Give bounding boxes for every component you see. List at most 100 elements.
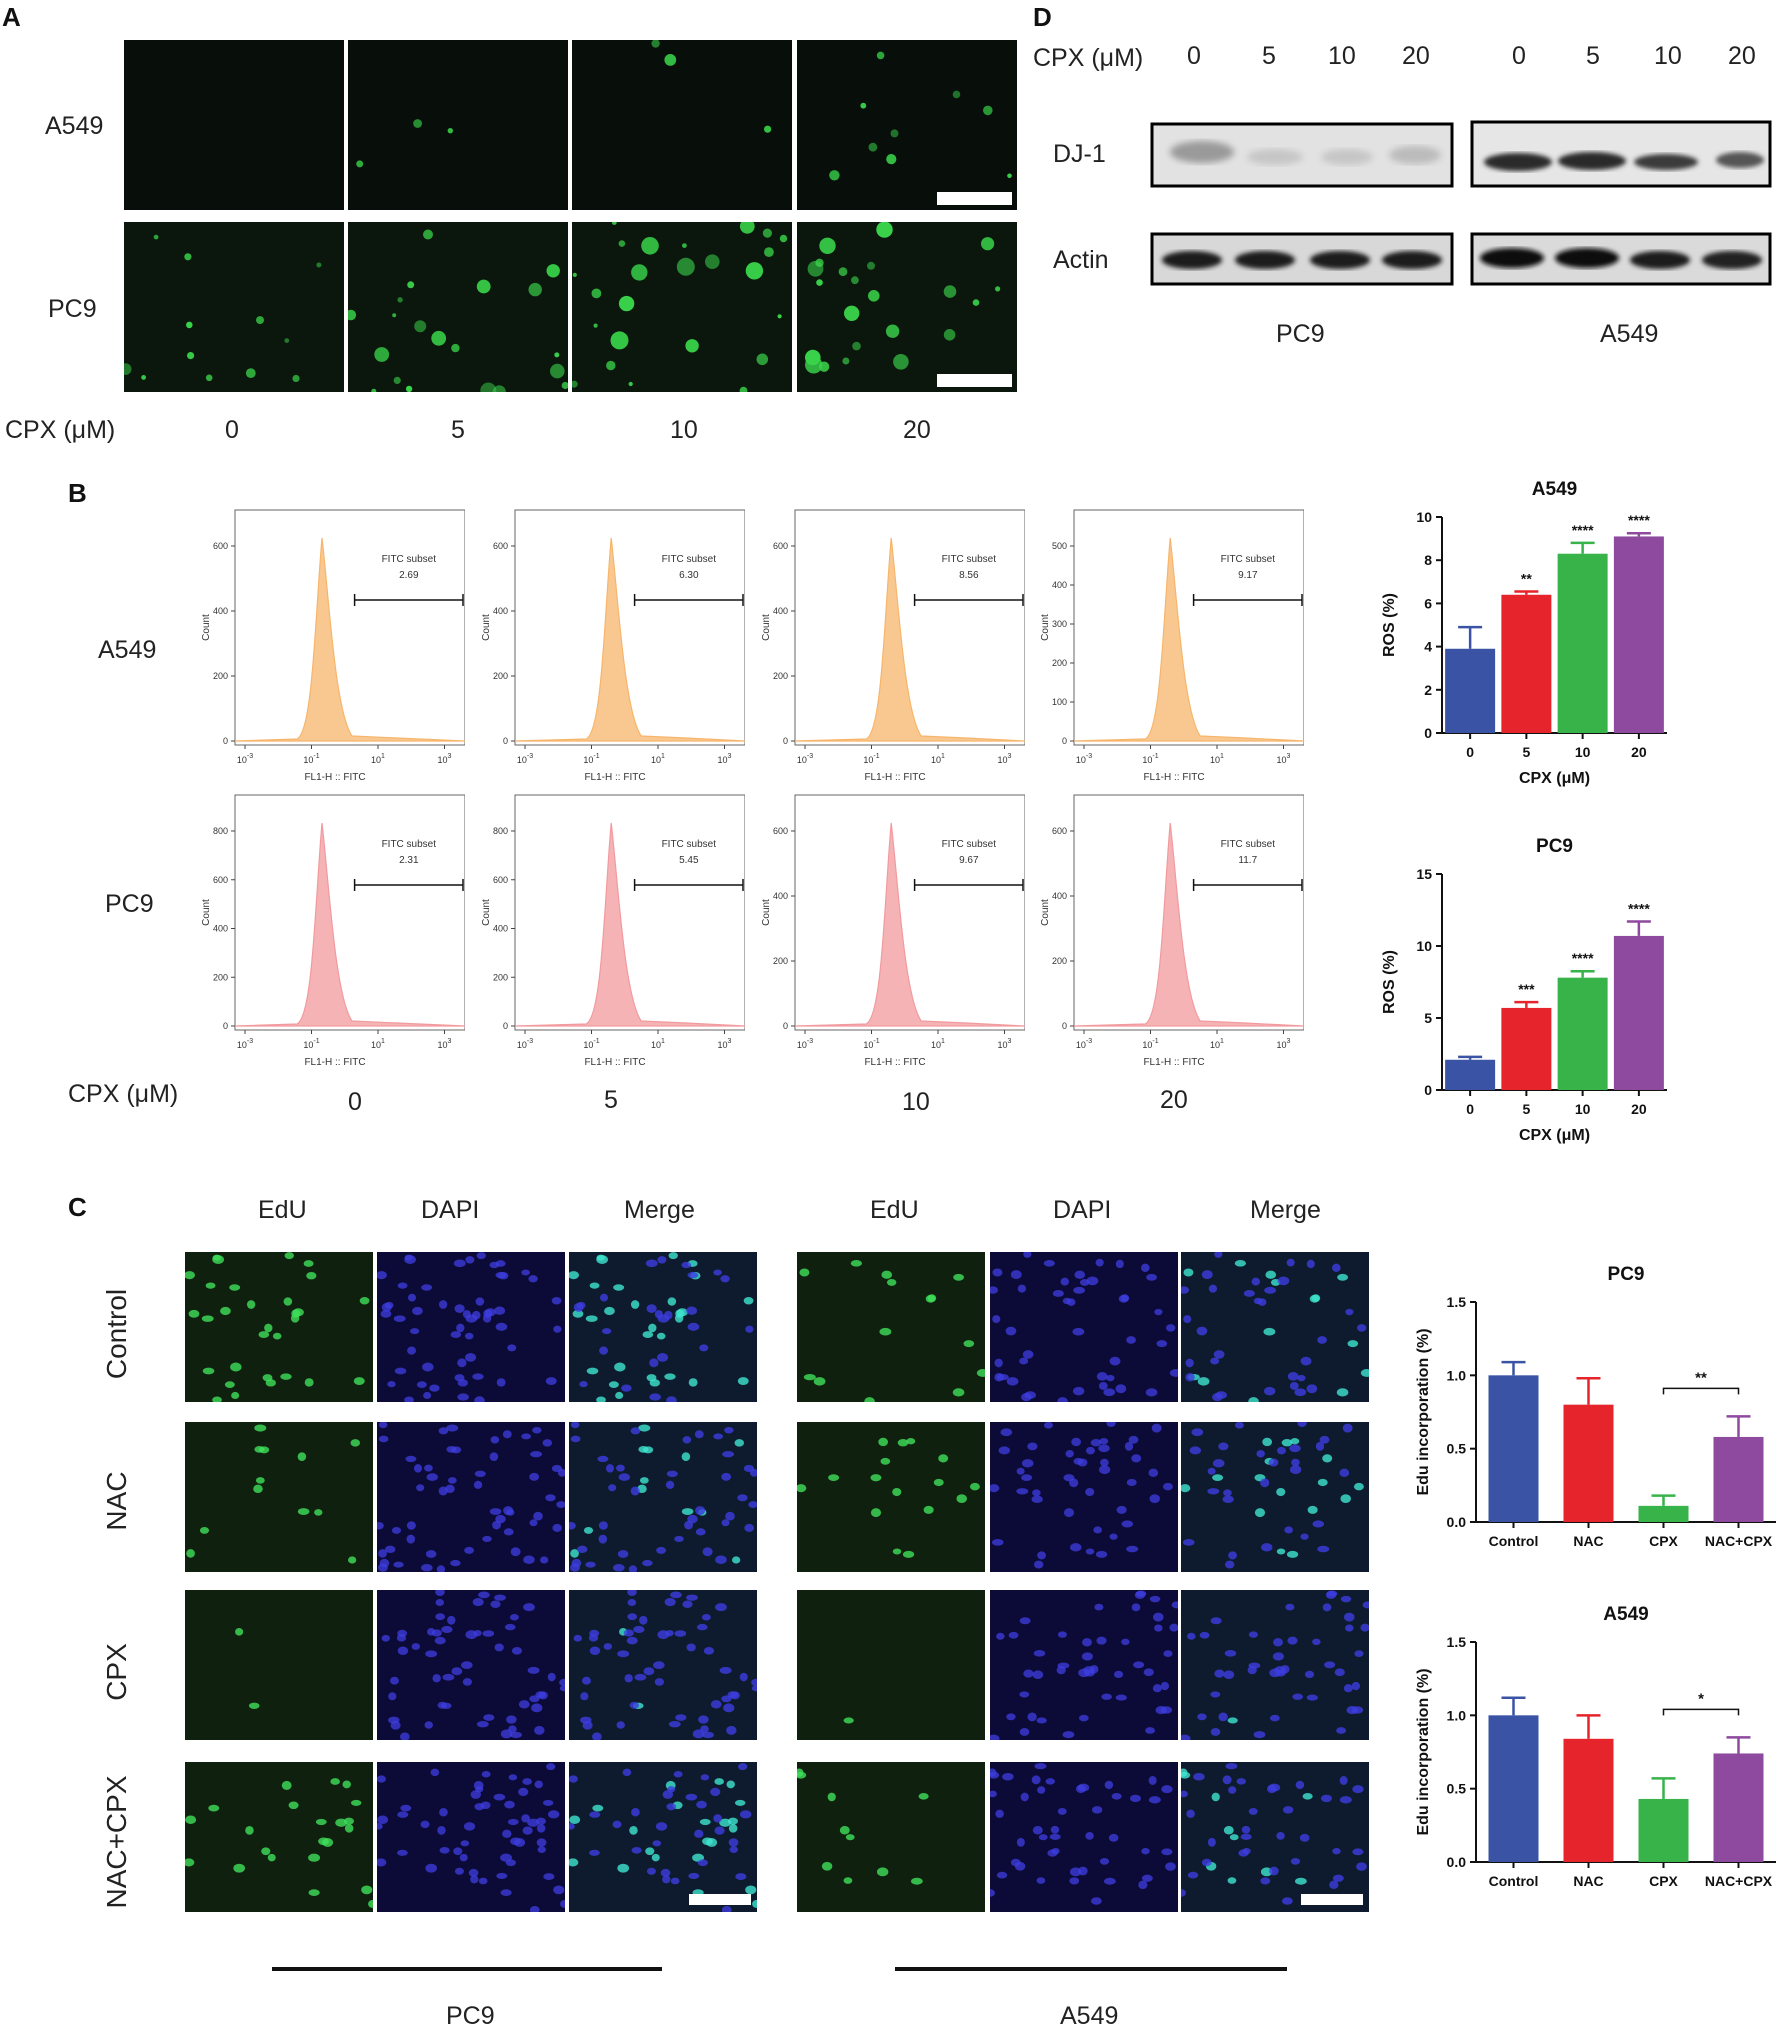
gate-percentage: 2.31 (399, 855, 419, 866)
significance-label: ** (1695, 1369, 1707, 1386)
y-tick-label: 4 (1424, 639, 1432, 655)
edu-image-a549-cpx-dapi (990, 1590, 1178, 1740)
panelB-row-label-a549: A549 (98, 636, 157, 664)
cell-nuclei (573, 1590, 757, 1740)
panelC-row-naccpx: NAC+CPX (101, 1775, 132, 1909)
x-axis-label: CPX (μM) (1519, 1127, 1590, 1144)
bar (1557, 553, 1608, 733)
significance-label: **** (1572, 522, 1594, 538)
y-tick-label: 600 (773, 826, 788, 836)
panelA-image-a549-0 (124, 40, 344, 210)
panelA-conc-10: 10 (670, 416, 698, 444)
gate-name: FITC subset (942, 839, 997, 850)
edu-image-a549-nac-cpx-merge (1181, 1762, 1369, 1912)
gate-name: FITC subset (1221, 839, 1276, 850)
bar (1638, 1505, 1689, 1522)
y-tick-label: 400 (773, 606, 788, 616)
y-tick-label: 15 (1416, 866, 1432, 882)
y-tick-label: 8 (1424, 552, 1432, 568)
x-tick-label: CPX (1649, 1533, 1678, 1549)
y-tick-label: 2 (1424, 682, 1432, 698)
x-tick-label: 10-1 (303, 753, 319, 765)
x-tick-label: 20 (1631, 1101, 1647, 1117)
panelB-conc-0: 0 (348, 1088, 362, 1116)
y-tick-label: 600 (493, 875, 508, 885)
cell-nuclei (377, 1422, 565, 1572)
y-tick-label: 10 (1416, 509, 1432, 525)
cell-nuclei (186, 1424, 361, 1564)
panelD-conc-pc9-0: 0 (1187, 42, 1201, 70)
band-dj1-a549-5 (1558, 152, 1626, 170)
edu-image-a549-nac-dapi (990, 1422, 1178, 1572)
y-tick-label: 0 (1062, 736, 1067, 746)
fluorescent-cells (829, 51, 1012, 181)
panelA-image-a549-20 (797, 40, 1017, 210)
bar (1445, 648, 1496, 733)
fluorescent-cells (805, 222, 1001, 374)
panelA-row-label-a549: A549 (45, 112, 104, 140)
panelC-row-cpx: CPX (101, 1643, 132, 1701)
x-tick-label: 101 (1210, 753, 1224, 765)
band-actin-pc9-5 (1235, 251, 1295, 269)
y-tick-label: 1.5 (1447, 1294, 1467, 1310)
gate-percentage: 8.56 (959, 570, 979, 581)
y-axis-label: Count (1040, 899, 1051, 926)
panelC-col-dapi-a549: DAPI (1053, 1196, 1112, 1224)
band-dj1-pc9-10 (1321, 149, 1373, 165)
bar (1563, 1738, 1614, 1862)
ros-pc9-chart: PC9 0 5 10 15 ROS (%) 0 5 *** 10 **** 20 **** CPX (μM… (1381, 836, 1667, 1144)
y-tick-label: 1.5 (1447, 1634, 1467, 1650)
panel-b-label: B (68, 478, 87, 508)
x-tick-label: 10 (1575, 1101, 1591, 1117)
cell-nuclei (990, 1763, 1176, 1905)
flow-histogram-a549-20: 0 100 200 300 400 500 Count 10-3 10-1 101 103 FL1-H… (1040, 509, 1304, 783)
panelA-row-label-pc9: PC9 (48, 295, 97, 323)
x-tick-label: 10-3 (517, 1038, 533, 1050)
panelB-conc-10: 10 (902, 1088, 930, 1116)
gate-name: FITC subset (382, 839, 437, 850)
chart-title: PC9 (1536, 836, 1573, 857)
chart-title: A549 (1603, 1604, 1648, 1625)
ros-a549-chart: A549 0 2 4 6 8 10 ROS (%) 0 5 ** 10 **** 20 **** CPX (μ… (1381, 479, 1667, 787)
y-axis-label: Count (201, 614, 212, 641)
x-tick-label: 10-3 (797, 1038, 813, 1050)
panelA-conc-label: CPX (μM) (5, 416, 116, 444)
panelD-conc-label: CPX (μM) (1033, 44, 1144, 72)
bar (1557, 977, 1608, 1090)
edu-image-pc9-cpx-edu (185, 1590, 373, 1740)
cell-nuclei (799, 1259, 985, 1402)
x-axis-label: FL1-H :: FITC (304, 1057, 365, 1068)
cell-nuclei (990, 1422, 1173, 1569)
panelD-conc-pc9-10: 10 (1328, 42, 1356, 70)
x-axis-label: FL1-H :: FITC (304, 772, 365, 783)
histogram-curve (234, 537, 465, 742)
y-tick-label: 0 (783, 736, 788, 746)
gate-percentage: 9.17 (1238, 570, 1258, 581)
x-tick-label: Control (1489, 1533, 1539, 1549)
panelD-conc-pc9-5: 5 (1262, 42, 1276, 70)
band-dj1-pc9-5 (1247, 149, 1303, 165)
comparison-bracket (1662, 1708, 1740, 1716)
edu-image-pc9-nac-edu (185, 1422, 373, 1572)
cell-nuclei (377, 1252, 562, 1402)
edu-image-pc9-cpx-merge (569, 1590, 757, 1740)
fluorescent-cells (348, 229, 568, 392)
y-axis-label: Count (761, 899, 772, 926)
significance-label: ** (1521, 571, 1532, 587)
x-tick-label: 101 (371, 1038, 385, 1050)
x-tick-label: 101 (931, 753, 945, 765)
y-tick-label: 1.0 (1447, 1707, 1467, 1723)
bar (1713, 1753, 1764, 1862)
x-axis-label: FL1-H :: FITC (864, 772, 925, 783)
x-tick-label: 10-3 (797, 753, 813, 765)
fluorescent-cells (572, 222, 788, 392)
edu-image-pc9-control-dapi (377, 1252, 565, 1402)
y-tick-label: 1.0 (1447, 1367, 1467, 1383)
panelC-row-nac: NAC (101, 1471, 132, 1531)
scale-bar (937, 192, 1012, 205)
panelC-col-merge-pc9: Merge (624, 1196, 695, 1224)
panelC-col-merge-a549: Merge (1250, 1196, 1321, 1224)
cell-nuclei (797, 1437, 980, 1558)
x-tick-label: 10-1 (583, 1038, 599, 1050)
